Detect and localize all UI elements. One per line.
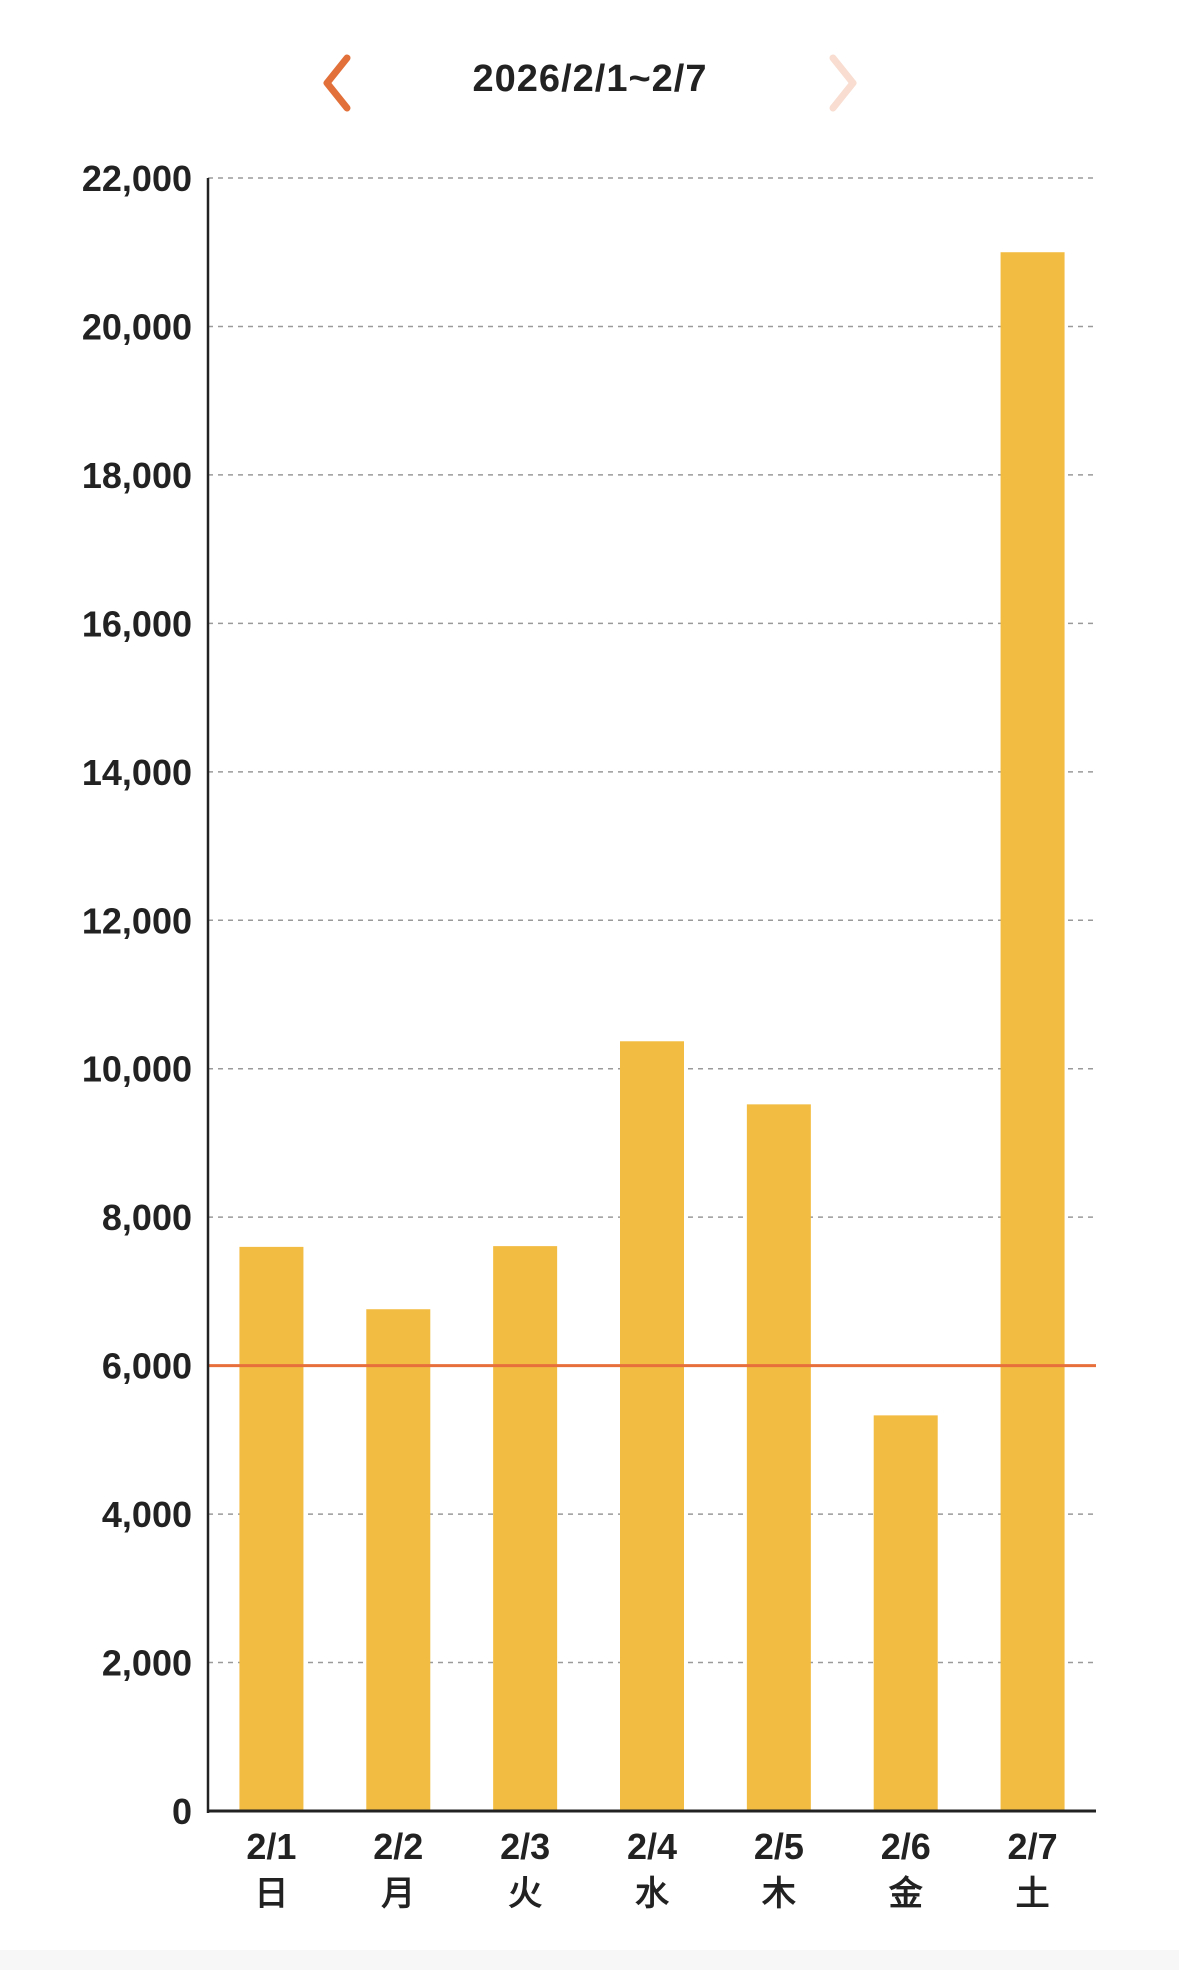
bar	[1000, 252, 1065, 1811]
x-tick-label: 2/4	[627, 1826, 677, 1867]
chevron-right-icon	[829, 54, 857, 112]
bottom-edge	[0, 1950, 1179, 1970]
y-tick-label: 8,000	[102, 1197, 192, 1238]
prev-week-button[interactable]	[305, 48, 375, 118]
x-weekday-label: 月	[381, 1874, 415, 1914]
y-tick-label: 22,000	[82, 158, 192, 199]
x-weekday-label: 金	[888, 1874, 924, 1914]
y-tick-label: 18,000	[82, 455, 192, 496]
week-navigator: 2026/2/1~2/7	[0, 40, 1179, 130]
x-weekday-label: 火	[508, 1874, 542, 1914]
x-weekday-label: 日	[254, 1874, 288, 1914]
y-tick-label: 12,000	[82, 900, 192, 941]
y-tick-label: 2,000	[102, 1643, 192, 1684]
x-tick-label: 2/6	[881, 1826, 931, 1867]
bar	[239, 1246, 304, 1811]
date-range-title: 2026/2/1~2/7	[472, 58, 708, 100]
x-weekday-label: 土	[1016, 1874, 1050, 1914]
x-tick-label: 2/3	[500, 1826, 550, 1867]
bar	[746, 1104, 811, 1811]
y-tick-label: 6,000	[102, 1346, 192, 1387]
y-tick-label: 4,000	[102, 1494, 192, 1535]
x-tick-label: 2/1	[246, 1826, 296, 1867]
next-week-button[interactable]	[805, 48, 875, 118]
x-weekday-label: 水	[635, 1874, 670, 1914]
chevron-left-icon	[323, 54, 351, 112]
y-tick-label: 0	[172, 1791, 192, 1832]
bar	[873, 1415, 938, 1811]
y-tick-label: 10,000	[82, 1049, 192, 1090]
x-tick-label: 2/5	[754, 1826, 804, 1867]
bar	[493, 1246, 558, 1811]
x-tick-label: 2/7	[1008, 1826, 1058, 1867]
bar-chart: 0 2,000 4,000 6,000 8,000 10,000 12,000 14,000 1…	[82, 158, 1096, 1914]
bar	[620, 1041, 684, 1811]
y-tick-label: 14,000	[82, 752, 192, 793]
x-weekday-label: 木	[761, 1874, 796, 1914]
y-tick-label: 20,000	[82, 306, 192, 347]
y-tick-label: 16,000	[82, 603, 192, 644]
bar	[366, 1309, 431, 1811]
x-tick-label: 2/2	[373, 1826, 423, 1867]
